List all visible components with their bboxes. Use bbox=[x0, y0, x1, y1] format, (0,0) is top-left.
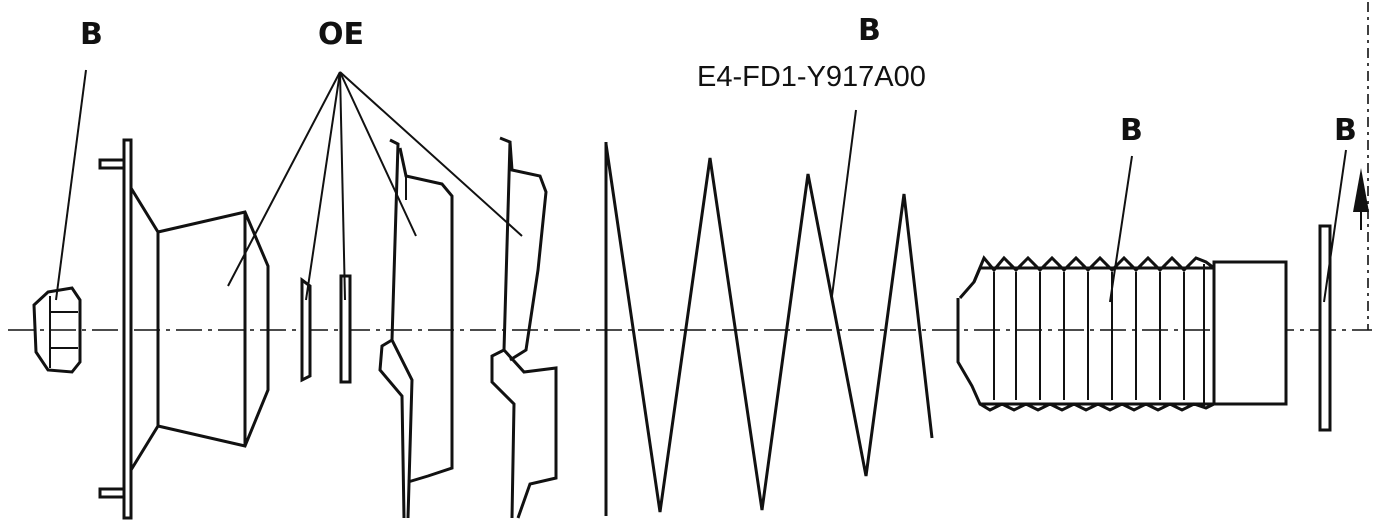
spring-seat-part bbox=[490, 136, 558, 519]
leader-oe-4 bbox=[339, 71, 417, 237]
bushing-right-part bbox=[339, 274, 352, 384]
coil-spring-part bbox=[604, 142, 934, 516]
dust-boot-part bbox=[956, 255, 1288, 412]
leader-boot bbox=[1109, 155, 1133, 303]
arrow-up-icon bbox=[1353, 168, 1369, 230]
bushing-left-part bbox=[300, 277, 312, 383]
label-spring: B bbox=[858, 13, 881, 48]
bearing-plate-part bbox=[378, 138, 454, 519]
hex-nut-part bbox=[32, 286, 82, 374]
label-nut: B bbox=[80, 17, 103, 52]
leader-lines bbox=[55, 69, 1347, 303]
label-washer: B bbox=[1334, 113, 1357, 148]
top-mount-part bbox=[98, 138, 270, 520]
label-boot: B bbox=[1120, 113, 1143, 148]
leader-oe-1 bbox=[227, 71, 341, 287]
label-oe-group: OE bbox=[318, 17, 364, 52]
leader-oe-5 bbox=[339, 71, 523, 237]
leader-spring bbox=[831, 109, 857, 297]
leader-oe-3 bbox=[339, 71, 346, 301]
label-part-number: E4-FD1-Y917A00 bbox=[697, 61, 926, 93]
washer-part bbox=[1318, 224, 1332, 432]
leader-oe-2 bbox=[305, 71, 341, 301]
leader-nut bbox=[55, 69, 87, 301]
leader-washer bbox=[1323, 149, 1347, 303]
